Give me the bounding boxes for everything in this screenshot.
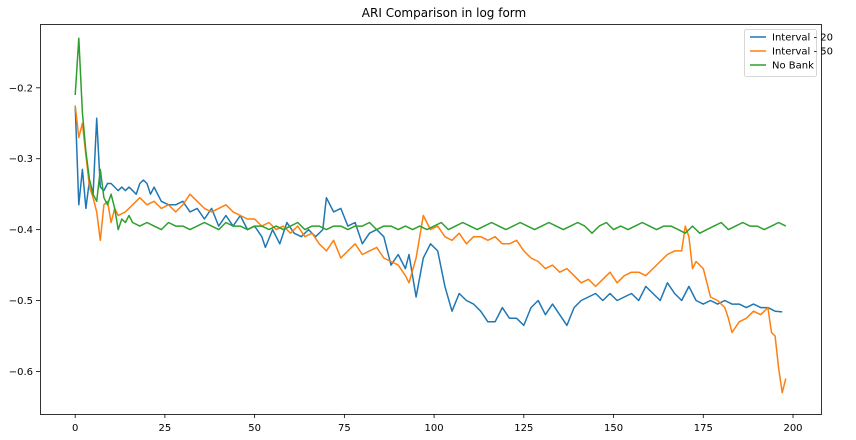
y-tick-label: −0.5: [9, 296, 33, 307]
x-tick-label: 50: [248, 423, 261, 434]
legend-label-interval-50: Interval - 50: [772, 47, 833, 58]
x-tick-label: 125: [514, 423, 533, 434]
x-tick-label: 0: [72, 423, 78, 434]
x-tick-label: 150: [604, 423, 623, 434]
legend-label-interval-20: Interval - 20: [772, 33, 833, 44]
x-tick-label: 200: [783, 423, 802, 434]
legend-label-no-bank: No Bank: [772, 61, 814, 72]
plot-frame: [40, 24, 822, 415]
series-line-interval-20: [74, 105, 783, 327]
y-axis: −0.6 −0.5 −0.4 −0.3 −0.2: [9, 83, 40, 378]
x-tick-label: 175: [694, 423, 713, 434]
x-tick-label: 25: [159, 423, 172, 434]
legend: Interval - 20 Interval - 50 No Bank: [744, 29, 833, 77]
y-tick-label: −0.3: [9, 154, 33, 165]
y-tick-label: −0.2: [9, 83, 33, 94]
y-tick-label: −0.6: [9, 367, 33, 378]
x-tick-label: 75: [338, 423, 351, 434]
plot-lines: [74, 37, 787, 394]
series-line-no-bank: [74, 37, 787, 234]
x-axis: 0 25 50 75 100 125 150 175 200: [72, 414, 803, 434]
chart-title: ARI Comparison in log form: [362, 6, 526, 20]
y-tick-label: −0.4: [9, 225, 33, 236]
x-tick-label: 100: [425, 423, 444, 434]
